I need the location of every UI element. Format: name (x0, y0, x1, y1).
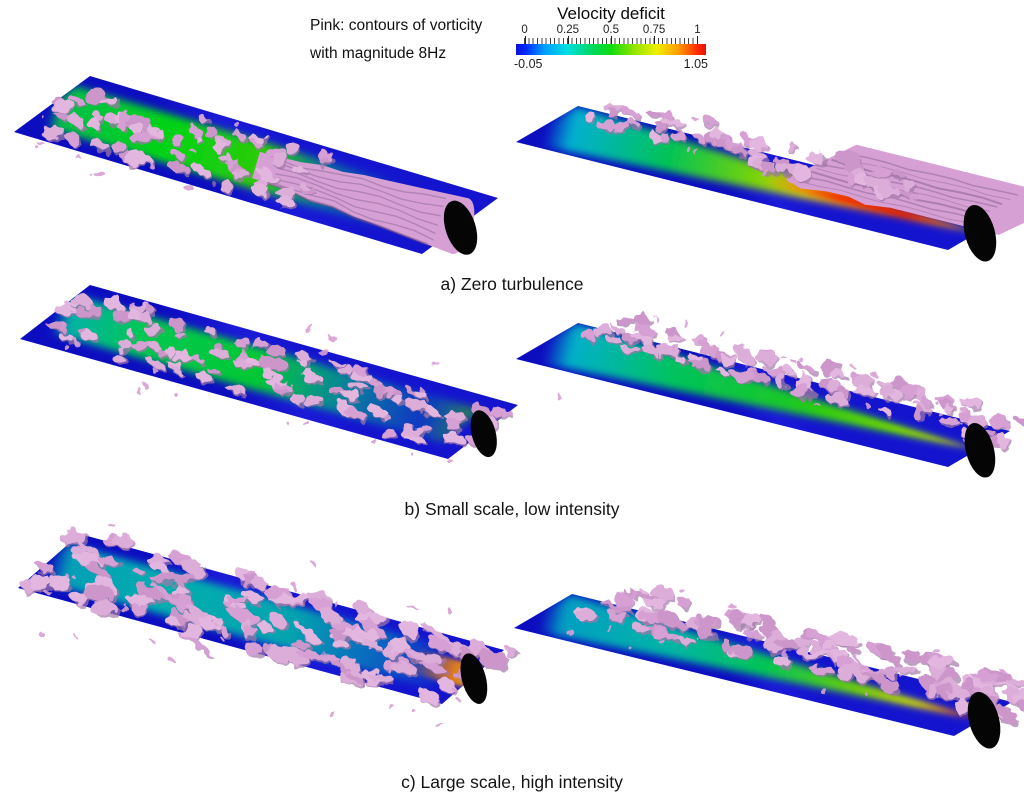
colorbar-min-label: -0.05 (514, 57, 543, 71)
colorbar: Velocity deficit 0 0.25 0.5 0.75 1 -0.05… (514, 4, 708, 78)
rotor-disk (460, 653, 488, 704)
caption-c: c) Large scale, high intensity (401, 772, 623, 792)
colorbar-tick-1: 1 (694, 24, 701, 36)
vorticity-note-line1: Pink: contours of vorticity (310, 17, 483, 34)
panel-b-left-render (20, 285, 560, 463)
vorticity-note: Pink: contours of vorticity with magnitu… (310, 12, 482, 68)
colorbar-tick-025: 0.25 (556, 24, 580, 36)
colorbar-title: Velocity deficit (557, 4, 665, 23)
colorbar-major-tick (697, 36, 699, 44)
panel-a-right-render (516, 103, 1024, 262)
colorbar-tick-05: 0.5 (603, 24, 619, 36)
vorticity-note-line2: with magnitude 8Hz (310, 45, 447, 62)
rotor-disk (964, 422, 996, 478)
caption-a: a) Zero turbulence (440, 274, 584, 294)
colorbar-max-label: 1.05 (683, 57, 708, 71)
panel-a-left-render (14, 76, 498, 255)
colorbar-tick-075: 0.75 (642, 24, 666, 36)
colorbar-major-tick (654, 36, 656, 44)
rotor-disk (443, 200, 478, 255)
colorbar-gradient (516, 44, 706, 55)
colorbar-major-tick (611, 36, 612, 44)
rotor-disk (470, 410, 497, 458)
panel-c-right-render (514, 585, 1024, 749)
rotor-disk (967, 691, 1001, 749)
panel-c-left-render (17, 521, 519, 727)
colorbar-major-tick (567, 36, 569, 44)
colorbar-major-tick (524, 36, 526, 44)
caption-b: b) Small scale, low intensity (404, 499, 620, 519)
panel-b-right-render (516, 312, 1024, 478)
colorbar-tick-0: 0 (521, 24, 528, 36)
rotor-disk (963, 204, 997, 262)
